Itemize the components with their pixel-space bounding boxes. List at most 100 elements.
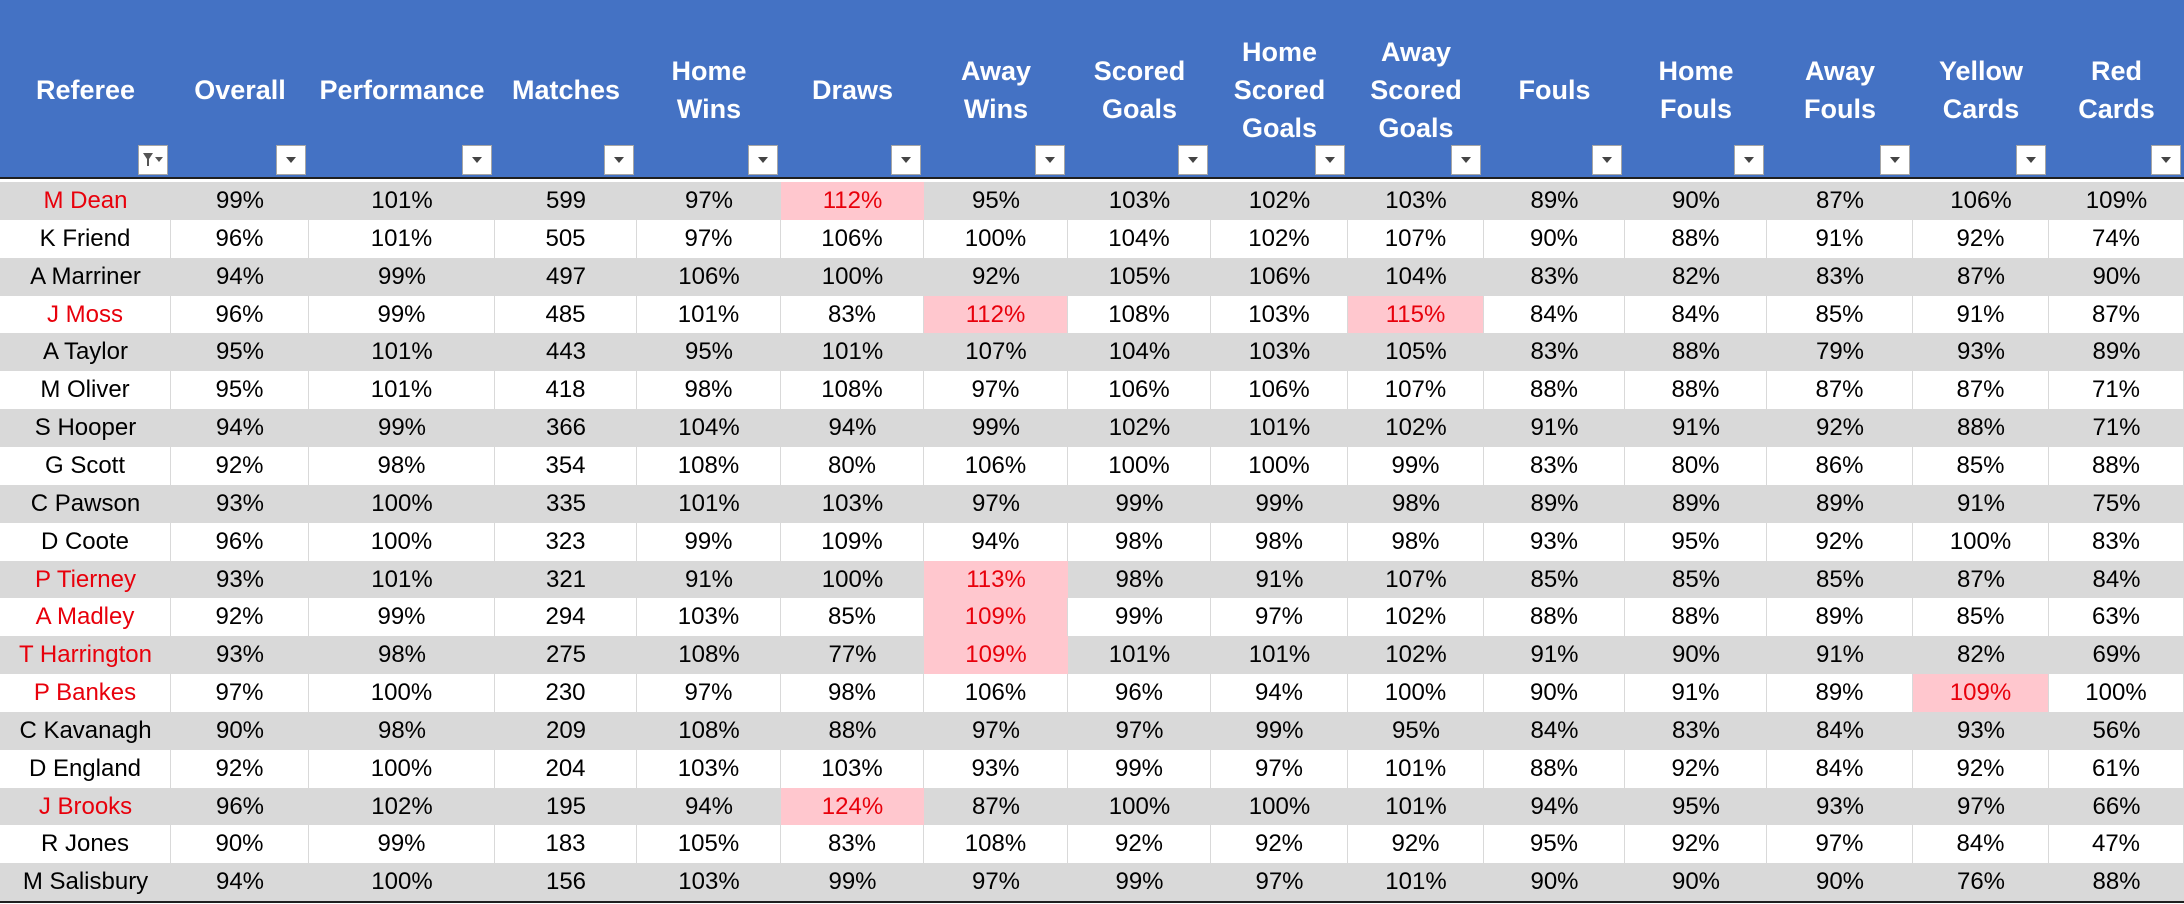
table-cell-overall[interactable]: 96%	[215, 792, 265, 820]
table-cell-away-wins[interactable]: 100%	[924, 219, 1068, 258]
table-cell-matches[interactable]: 195	[545, 792, 587, 820]
referee-name-cell[interactable]: C Kavanagh	[19, 716, 152, 744]
table-cell-home-fouls[interactable]: 91%	[1671, 414, 1721, 442]
table-cell-away-wins[interactable]: 113%	[924, 560, 1068, 599]
table-cell-home-scored-goals[interactable]: 97%	[1255, 868, 1304, 896]
table-cell-red-cards[interactable]: 84%	[2092, 565, 2141, 593]
table-cell-yellow-cards[interactable]: 97%	[1956, 792, 2006, 820]
column-header-home-wins[interactable]: Home Wins	[637, 0, 781, 179]
table-cell-performance[interactable]: 101%	[371, 187, 433, 214]
table-cell-red-cards[interactable]: 66%	[2092, 792, 2141, 820]
table-cell-home-scored-goals[interactable]: 101%	[1248, 641, 1311, 669]
table-cell-home-scored-goals[interactable]: 106%	[1248, 262, 1311, 290]
table-cell-away-scored-goals[interactable]: 103%	[1385, 187, 1447, 214]
table-cell-matches[interactable]: 275	[545, 641, 587, 669]
referee-name-cell[interactable]: K Friend	[0, 219, 171, 258]
table-cell-home-wins[interactable]: 101%	[637, 295, 781, 334]
table-cell-fouls[interactable]: 88%	[1484, 371, 1625, 410]
table-cell-away-scored-goals[interactable]: 107%	[1348, 371, 1484, 410]
table-cell-scored-goals[interactable]: 97%	[1115, 716, 1164, 744]
table-cell-away-wins[interactable]: 92%	[971, 262, 1021, 290]
table-cell-draws[interactable]: 100%	[821, 565, 884, 593]
table-cell-draws[interactable]: 99%	[828, 868, 877, 896]
filter-dropdown-icon[interactable]	[1451, 145, 1481, 175]
table-cell-yellow-cards[interactable]: 82%	[1956, 641, 2006, 669]
table-cell-draws[interactable]: 124%	[781, 787, 924, 826]
table-cell-home-scored-goals[interactable]: 99%	[1255, 489, 1304, 517]
table-cell-matches[interactable]: 321	[545, 565, 587, 593]
column-header-home-fouls[interactable]: Home Fouls	[1625, 0, 1767, 179]
table-cell-yellow-cards[interactable]: 85%	[1913, 446, 2049, 485]
table-cell-home-scored-goals[interactable]: 94%	[1211, 674, 1348, 713]
table-cell-matches[interactable]: 443	[545, 338, 587, 366]
table-cell-performance[interactable]: 102%	[371, 792, 433, 820]
table-cell-away-wins[interactable]: 99%	[971, 414, 1021, 442]
table-cell-scored-goals[interactable]: 104%	[1068, 219, 1211, 258]
table-cell-away-fouls[interactable]: 97%	[1767, 825, 1913, 864]
referee-name-cell[interactable]: S Hooper	[34, 414, 137, 442]
table-cell-scored-goals[interactable]: 102%	[1108, 414, 1171, 442]
table-cell-yellow-cards[interactable]: 91%	[1956, 489, 2006, 517]
table-cell-home-wins[interactable]: 97%	[637, 674, 781, 713]
column-header-fouls[interactable]: Fouls	[1484, 0, 1625, 179]
filter-dropdown-icon[interactable]	[891, 145, 921, 175]
table-cell-fouls[interactable]: 94%	[1530, 792, 1579, 820]
referee-name-cell[interactable]: M Dean	[43, 187, 128, 214]
table-cell-home-fouls[interactable]: 90%	[1671, 187, 1721, 214]
table-cell-draws[interactable]: 80%	[781, 446, 924, 485]
table-cell-scored-goals[interactable]: 98%	[1115, 565, 1164, 593]
table-cell-away-fouls[interactable]: 87%	[1815, 187, 1865, 214]
table-cell-scored-goals[interactable]: 106%	[1068, 371, 1211, 410]
column-header-away-scored-goals[interactable]: Away Scored Goals	[1348, 0, 1484, 179]
referee-name-cell[interactable]: R Jones	[0, 825, 171, 864]
table-cell-away-fouls[interactable]: 89%	[1767, 598, 1913, 637]
table-cell-home-fouls[interactable]: 88%	[1625, 219, 1767, 258]
table-cell-performance[interactable]: 100%	[309, 522, 495, 561]
table-cell-overall[interactable]: 94%	[215, 868, 265, 896]
filter-dropdown-icon[interactable]	[1880, 145, 1910, 175]
table-cell-home-wins[interactable]: 105%	[637, 825, 781, 864]
table-cell-away-fouls[interactable]: 92%	[1815, 414, 1865, 442]
table-cell-yellow-cards[interactable]: 92%	[1913, 219, 2049, 258]
table-cell-away-scored-goals[interactable]: 101%	[1385, 792, 1447, 820]
table-cell-yellow-cards[interactable]: 93%	[1956, 338, 2006, 366]
table-cell-scored-goals[interactable]: 108%	[1068, 295, 1211, 334]
table-cell-fouls[interactable]: 90%	[1484, 219, 1625, 258]
table-cell-away-scored-goals[interactable]: 98%	[1348, 522, 1484, 561]
table-cell-overall[interactable]: 96%	[171, 295, 309, 334]
table-cell-home-fouls[interactable]: 89%	[1671, 489, 1721, 517]
table-cell-scored-goals[interactable]: 98%	[1068, 522, 1211, 561]
table-cell-red-cards[interactable]: 88%	[2049, 446, 2184, 485]
table-cell-home-wins[interactable]: 95%	[684, 338, 734, 366]
table-cell-away-wins[interactable]: 97%	[971, 489, 1021, 517]
table-cell-draws[interactable]: 94%	[828, 414, 877, 442]
table-cell-home-wins[interactable]: 104%	[678, 414, 740, 442]
table-cell-away-scored-goals[interactable]: 99%	[1348, 446, 1484, 485]
table-cell-scored-goals[interactable]: 101%	[1108, 641, 1171, 669]
column-header-matches[interactable]: Matches	[495, 0, 637, 179]
column-header-red-cards[interactable]: Red Cards	[2049, 0, 2184, 179]
table-cell-home-scored-goals[interactable]: 98%	[1211, 522, 1348, 561]
table-cell-home-wins[interactable]: 108%	[678, 641, 740, 669]
filter-dropdown-icon[interactable]	[1315, 145, 1345, 175]
table-cell-overall[interactable]: 95%	[171, 371, 309, 410]
table-cell-fouls[interactable]: 89%	[1530, 489, 1579, 517]
table-cell-home-fouls[interactable]: 85%	[1671, 565, 1721, 593]
table-cell-matches[interactable]: 294	[495, 598, 637, 637]
referee-name-cell[interactable]: P Tierney	[35, 565, 136, 593]
table-cell-fouls[interactable]: 88%	[1484, 749, 1625, 788]
table-cell-matches[interactable]: 354	[495, 446, 637, 485]
table-cell-fouls[interactable]: 85%	[1530, 565, 1579, 593]
table-cell-overall[interactable]: 96%	[171, 522, 309, 561]
table-cell-home-wins[interactable]: 101%	[678, 489, 740, 517]
referee-name-cell[interactable]: G Scott	[0, 446, 171, 485]
table-cell-matches[interactable]: 366	[545, 414, 587, 442]
table-cell-away-scored-goals[interactable]: 95%	[1391, 716, 1441, 744]
table-cell-home-fouls[interactable]: 88%	[1671, 338, 1721, 366]
table-cell-matches[interactable]: 156	[545, 868, 587, 896]
table-cell-home-wins[interactable]: 108%	[637, 446, 781, 485]
table-cell-matches[interactable]: 599	[545, 187, 587, 214]
table-cell-performance[interactable]: 101%	[309, 371, 495, 410]
table-cell-yellow-cards[interactable]: 93%	[1956, 716, 2006, 744]
table-cell-draws[interactable]: 109%	[781, 522, 924, 561]
